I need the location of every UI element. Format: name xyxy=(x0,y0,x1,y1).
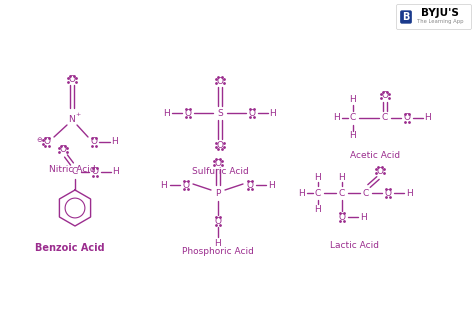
Text: BYJU'S: BYJU'S xyxy=(421,8,459,18)
Text: H: H xyxy=(338,172,346,182)
Text: O: O xyxy=(338,212,346,222)
Text: O: O xyxy=(60,146,66,155)
Text: ⊖: ⊖ xyxy=(36,137,42,143)
Text: H: H xyxy=(350,132,356,141)
Text: H: H xyxy=(111,137,118,147)
Text: H: H xyxy=(164,108,170,117)
Text: H: H xyxy=(215,238,221,247)
Text: H: H xyxy=(425,114,431,122)
Text: C: C xyxy=(363,189,369,197)
Text: N: N xyxy=(69,115,75,125)
Text: O: O xyxy=(248,108,255,117)
Text: O: O xyxy=(184,108,191,117)
Text: O: O xyxy=(215,158,221,168)
Text: H: H xyxy=(269,181,275,190)
Text: O: O xyxy=(182,181,190,190)
Text: H: H xyxy=(350,95,356,105)
Text: Phosphoric Acid: Phosphoric Acid xyxy=(182,246,254,255)
Text: O: O xyxy=(217,77,224,86)
Text: H: H xyxy=(113,168,119,176)
Text: H: H xyxy=(315,172,321,182)
Text: Benzoic Acid: Benzoic Acid xyxy=(35,243,105,253)
Text: C: C xyxy=(72,168,78,176)
Text: B: B xyxy=(402,12,410,22)
Text: O: O xyxy=(217,141,224,149)
Text: H: H xyxy=(270,108,276,117)
Text: O: O xyxy=(91,168,99,176)
Text: Nitric Acid: Nitric Acid xyxy=(49,165,95,175)
Text: P: P xyxy=(215,189,221,197)
Text: H: H xyxy=(334,114,340,122)
Text: H: H xyxy=(315,204,321,213)
Text: C: C xyxy=(315,189,321,197)
Text: O: O xyxy=(91,137,98,147)
Text: Lactic Acid: Lactic Acid xyxy=(330,240,380,250)
Text: O: O xyxy=(69,75,75,85)
Text: O: O xyxy=(403,114,410,122)
Text: C: C xyxy=(350,114,356,122)
Text: C: C xyxy=(339,189,345,197)
Text: O: O xyxy=(384,189,392,197)
Text: O: O xyxy=(376,167,383,176)
Text: S: S xyxy=(217,108,223,117)
Text: O: O xyxy=(246,181,254,190)
FancyBboxPatch shape xyxy=(396,4,472,30)
Text: Sulfuric Acid: Sulfuric Acid xyxy=(191,167,248,176)
Text: H: H xyxy=(407,189,413,197)
Text: +: + xyxy=(75,112,81,116)
Text: B: B xyxy=(402,12,410,22)
Text: H: H xyxy=(299,189,305,197)
Text: Acetic Acid: Acetic Acid xyxy=(350,151,400,161)
Text: C: C xyxy=(382,114,388,122)
Text: The Learning App: The Learning App xyxy=(417,19,463,24)
Text: H: H xyxy=(361,212,367,222)
Text: H: H xyxy=(161,181,167,190)
Text: O: O xyxy=(44,137,51,147)
Text: O: O xyxy=(215,217,221,225)
Text: O: O xyxy=(382,92,389,100)
